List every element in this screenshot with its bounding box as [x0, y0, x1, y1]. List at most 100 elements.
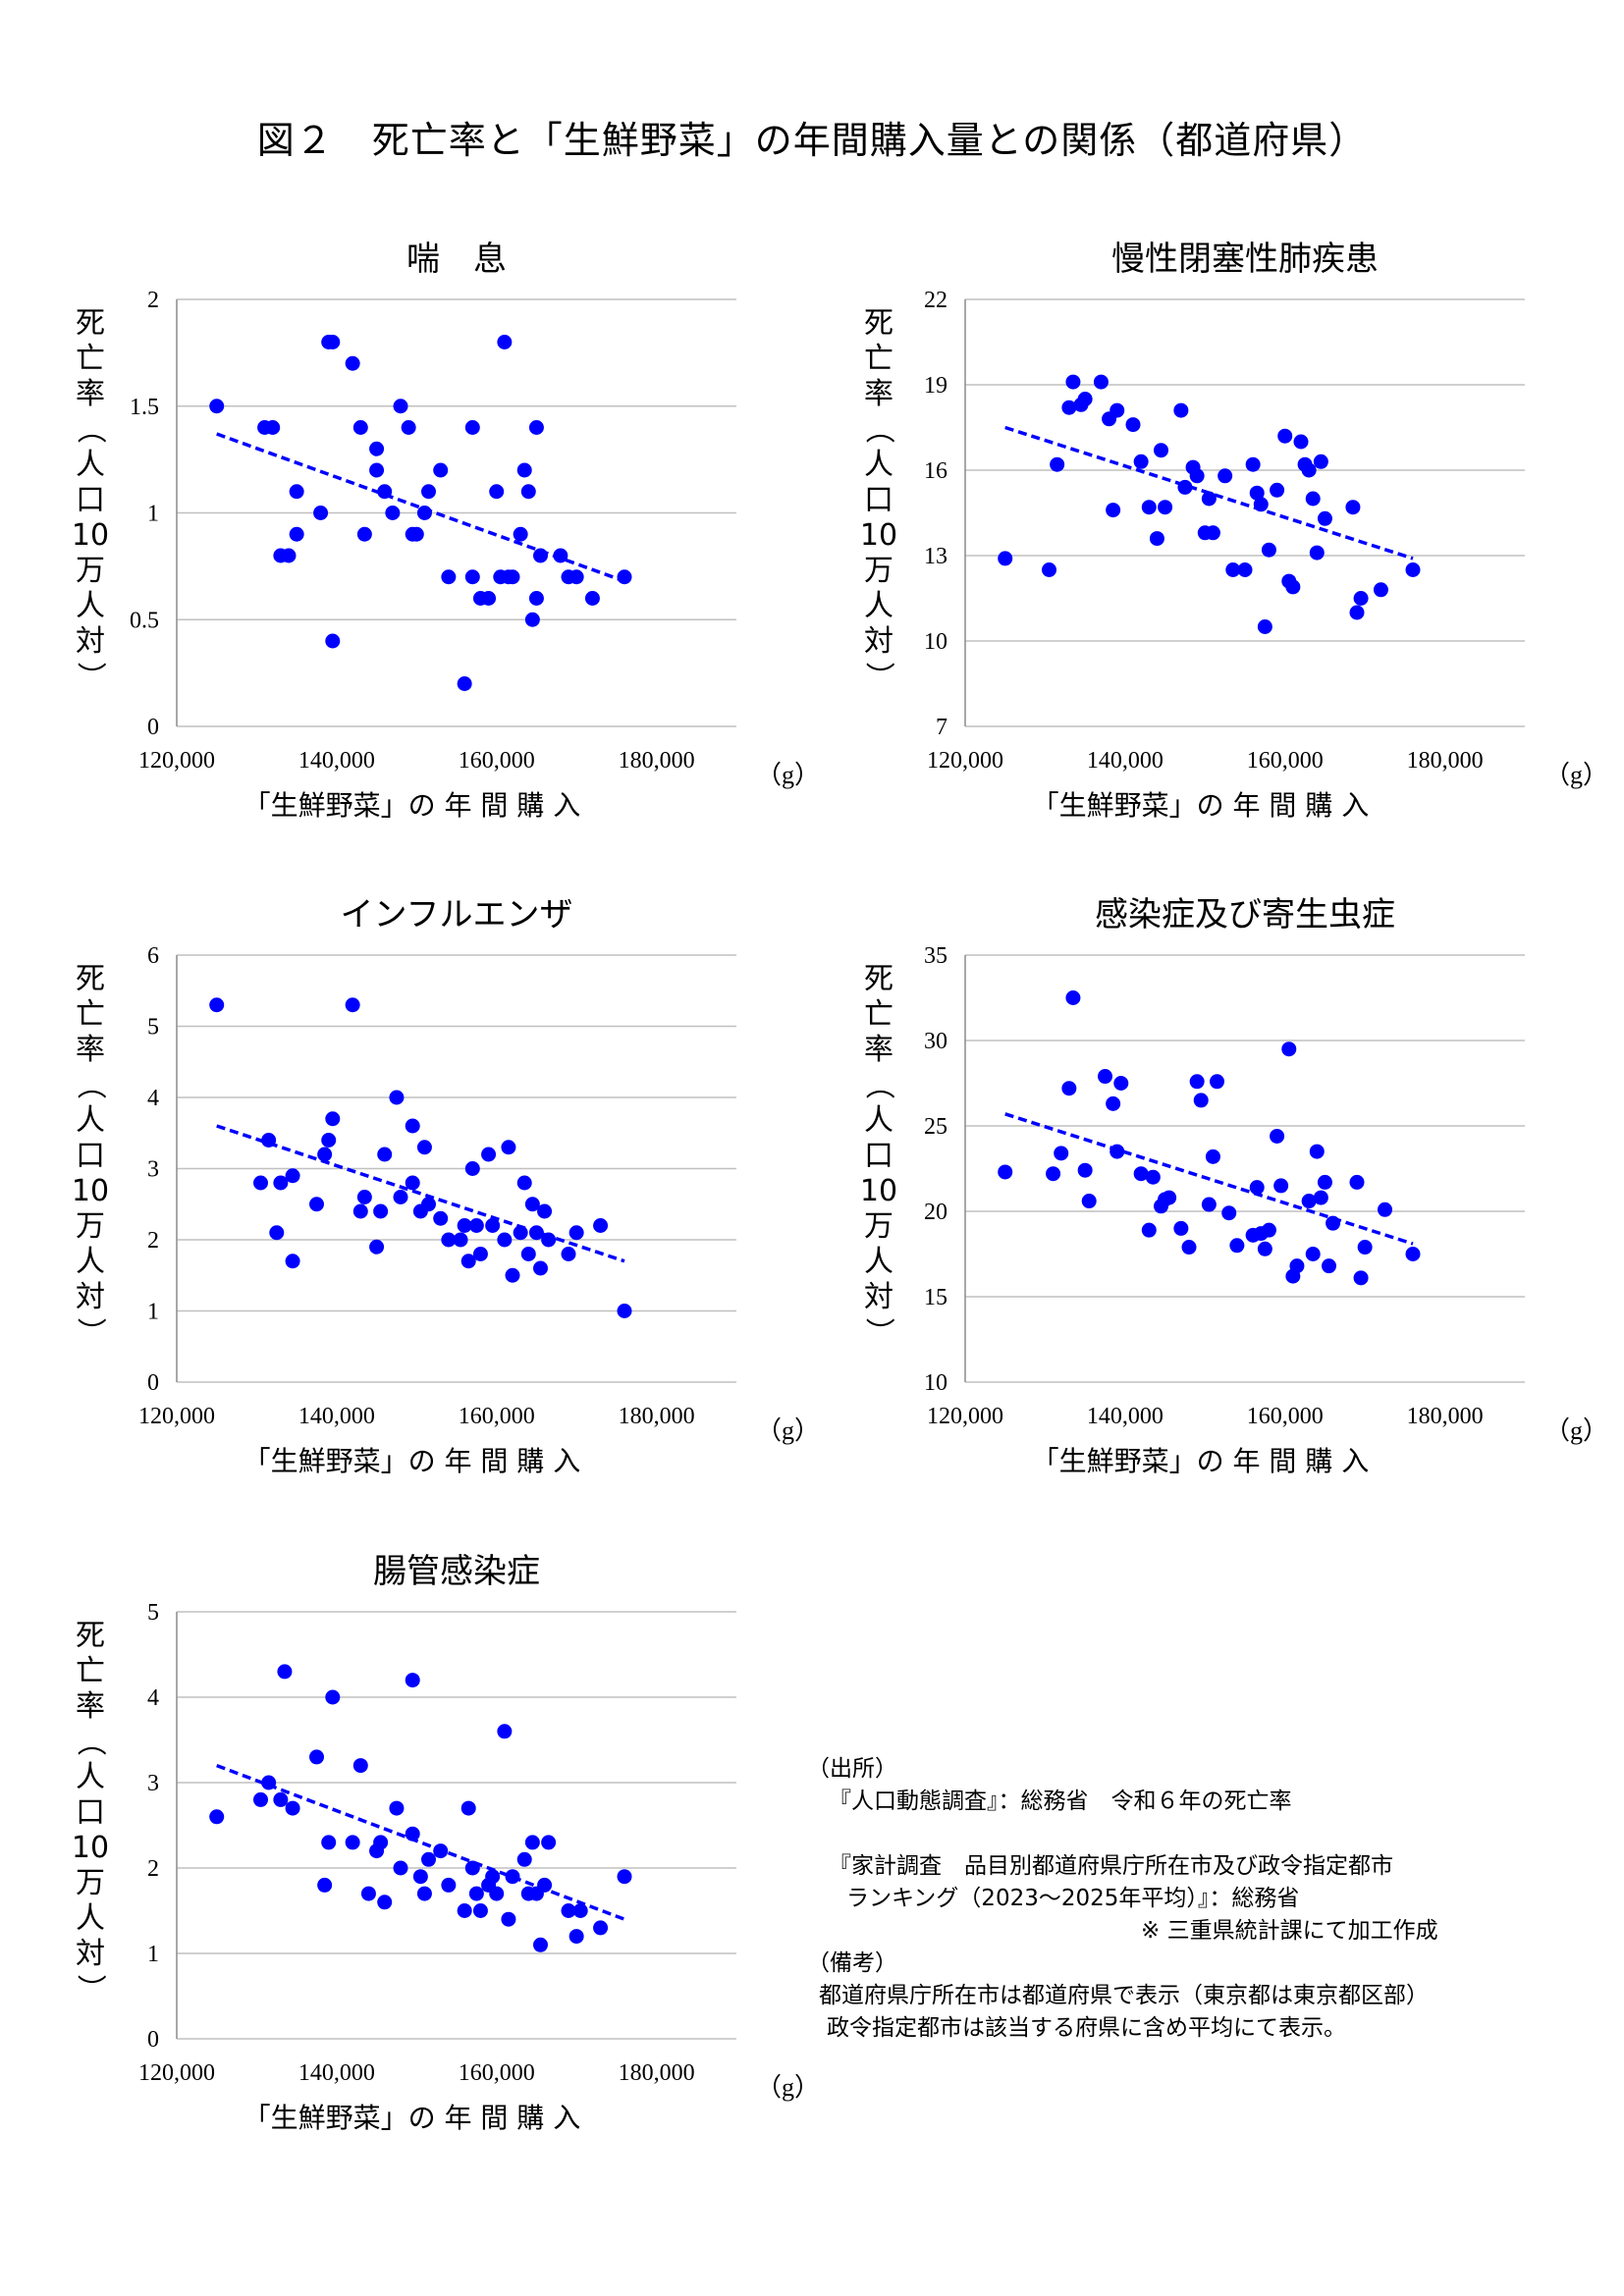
- y-axis-label-char: 率: [864, 377, 893, 411]
- data-point: [1098, 1069, 1112, 1085]
- data-point: [1273, 1178, 1289, 1194]
- data-point: [457, 676, 472, 691]
- remarks-line-1: 都道府県庁所在市は都道府県で表示（東京都は東京都区部）: [819, 1983, 1429, 2008]
- trendline: [216, 1763, 625, 1921]
- data-point: [1357, 1240, 1373, 1255]
- data-point: [253, 1791, 268, 1807]
- data-point: [369, 441, 385, 456]
- data-point: [1133, 454, 1149, 469]
- y-axis-label-char: 亡: [76, 342, 105, 376]
- x-tick-label: 180,000: [1407, 1404, 1484, 1429]
- data-point: [281, 548, 297, 563]
- data-point: [1201, 1197, 1217, 1212]
- data-point: [1317, 1174, 1332, 1190]
- chart-title: 腸管感染症: [373, 1552, 540, 1591]
- x-tick-label: 180,000: [619, 2060, 695, 2086]
- x-tick-label: 160,000: [1247, 748, 1324, 774]
- x-axis-label: 「生鮮野菜」の 年 間 購 入: [1032, 789, 1370, 822]
- data-point: [1133, 1166, 1149, 1182]
- data-point: [1257, 619, 1272, 634]
- y-tick-label: 30: [924, 1029, 947, 1054]
- chart-title: 喘 息: [406, 240, 507, 279]
- data-point: [464, 420, 480, 435]
- data-point: [489, 484, 505, 500]
- data-point: [309, 1197, 324, 1212]
- data-point: [441, 1232, 457, 1248]
- data-point: [1225, 562, 1241, 577]
- data-point: [537, 1203, 553, 1219]
- y-axis-label-char: 万: [864, 554, 893, 588]
- y-axis-label-char: 10: [860, 518, 897, 553]
- data-point: [1158, 500, 1173, 515]
- data-point: [568, 1225, 584, 1241]
- data-point: [457, 1218, 472, 1233]
- data-point: [1077, 392, 1093, 406]
- data-point: [584, 591, 600, 606]
- x-unit-label: （g）: [1544, 1416, 1608, 1445]
- y-axis-label-char: 人: [864, 589, 893, 623]
- data-point: [533, 1937, 548, 1952]
- data-point: [1309, 545, 1325, 561]
- y-axis-label-char: （: [73, 1727, 107, 1756]
- y-axis-label-char: 10: [72, 1831, 109, 1865]
- y-axis-label-char: 人: [76, 1901, 105, 1936]
- data-point: [1193, 1093, 1209, 1108]
- y-axis-label-char: （: [73, 414, 107, 444]
- data-point: [356, 1190, 372, 1204]
- data-point: [1313, 454, 1328, 469]
- data-point: [389, 1800, 405, 1816]
- data-point: [1301, 462, 1317, 478]
- y-axis-label-char: 口: [76, 1139, 105, 1173]
- data-point: [393, 1860, 408, 1876]
- x-tick-label: 140,000: [1087, 1404, 1164, 1429]
- data-point: [553, 548, 568, 563]
- x-tick-label: 160,000: [1247, 1404, 1324, 1429]
- data-point: [481, 1147, 497, 1162]
- data-point: [1125, 417, 1141, 433]
- data-point: [617, 1869, 632, 1885]
- data-point: [568, 1929, 584, 1945]
- y-tick-label: 15: [924, 1285, 947, 1310]
- data-point: [421, 1197, 436, 1212]
- y-axis-label-char: 人: [864, 1103, 893, 1138]
- x-axis-label: 「生鮮野菜」の 年 間 購 入: [1032, 1445, 1370, 1477]
- data-point: [433, 1210, 449, 1226]
- data-point: [1305, 1247, 1321, 1261]
- x-tick-label: 160,000: [459, 2060, 535, 2086]
- data-point: [377, 1895, 393, 1910]
- data-point: [317, 1877, 333, 1893]
- y-tick-label: 10: [924, 1370, 947, 1396]
- data-point: [1189, 1074, 1205, 1090]
- y-tick-label: 6: [147, 943, 159, 969]
- figure-title: 図２ 死亡率と「生鮮野菜」の年間購入量との関係（都道府県）: [256, 119, 1368, 162]
- data-point: [1221, 1205, 1237, 1221]
- data-point: [505, 569, 520, 585]
- y-tick-label: 4: [147, 1685, 159, 1711]
- data-point: [253, 1175, 268, 1191]
- y-tick-label: 2: [147, 1228, 159, 1254]
- y-tick-label: 5: [147, 1015, 159, 1041]
- data-point: [1378, 1201, 1392, 1217]
- data-point: [433, 462, 449, 478]
- y-axis-label-char: 対: [76, 624, 105, 659]
- y-tick-label: 10: [924, 629, 947, 655]
- data-point: [1113, 1076, 1129, 1091]
- data-point: [309, 1749, 324, 1765]
- data-point: [405, 1826, 420, 1842]
- data-point: [1322, 1258, 1336, 1274]
- data-point: [405, 1118, 420, 1134]
- data-point: [345, 997, 360, 1013]
- y-tick-label: 3: [147, 1157, 159, 1183]
- x-tick-label: 160,000: [459, 748, 535, 774]
- data-point: [528, 420, 544, 435]
- data-point: [593, 1218, 609, 1233]
- trendline: [216, 432, 625, 583]
- y-axis-label-char: 人: [864, 1245, 893, 1279]
- data-point: [485, 1869, 501, 1885]
- y-axis-label-char: ）: [73, 1974, 107, 2003]
- data-point: [321, 1835, 337, 1850]
- y-axis-label-char: ）: [861, 662, 895, 691]
- data-point: [617, 569, 632, 585]
- source-line-3: ※ 三重県統計課にて加工作成: [1141, 1918, 1438, 1944]
- data-point: [369, 462, 385, 478]
